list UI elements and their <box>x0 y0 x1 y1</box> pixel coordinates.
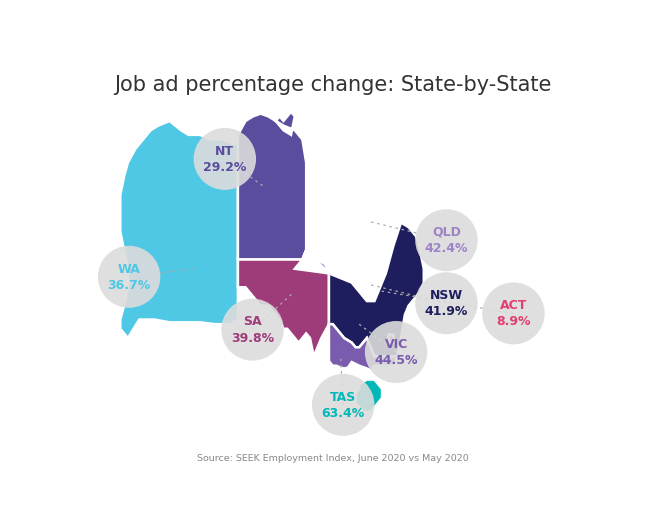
Text: 36.7%: 36.7% <box>107 279 151 292</box>
Text: 63.4%: 63.4% <box>322 407 365 420</box>
Text: 8.9%: 8.9% <box>496 315 530 328</box>
Text: 44.5%: 44.5% <box>374 354 418 367</box>
Polygon shape <box>329 223 424 356</box>
Text: 42.4%: 42.4% <box>424 242 468 255</box>
Text: 29.2%: 29.2% <box>203 161 246 174</box>
Polygon shape <box>388 334 393 342</box>
Ellipse shape <box>312 374 374 436</box>
Text: ACT: ACT <box>500 299 527 312</box>
Text: QLD: QLD <box>432 226 461 239</box>
Text: 41.9%: 41.9% <box>425 305 468 318</box>
Text: TAS: TAS <box>330 391 356 403</box>
Polygon shape <box>238 112 306 260</box>
Text: NT: NT <box>215 145 234 158</box>
Polygon shape <box>356 380 382 412</box>
Ellipse shape <box>365 321 427 383</box>
Ellipse shape <box>415 272 478 334</box>
Text: Job ad percentage change: State-by-State: Job ad percentage change: State-by-State <box>114 75 552 95</box>
Text: Source: SEEK Employment Index, June 2020 vs May 2020: Source: SEEK Employment Index, June 2020… <box>197 455 469 464</box>
Text: NSW: NSW <box>430 289 463 302</box>
Polygon shape <box>120 121 238 338</box>
Text: 39.8%: 39.8% <box>231 332 274 345</box>
Text: WA: WA <box>118 262 140 276</box>
Text: SA: SA <box>243 315 262 328</box>
Ellipse shape <box>415 209 478 271</box>
Ellipse shape <box>194 128 256 190</box>
Polygon shape <box>306 223 424 356</box>
Text: VIC: VIC <box>384 338 408 351</box>
Ellipse shape <box>221 299 284 361</box>
Polygon shape <box>238 250 329 356</box>
Ellipse shape <box>482 282 545 344</box>
Polygon shape <box>329 324 397 370</box>
Ellipse shape <box>98 246 161 308</box>
